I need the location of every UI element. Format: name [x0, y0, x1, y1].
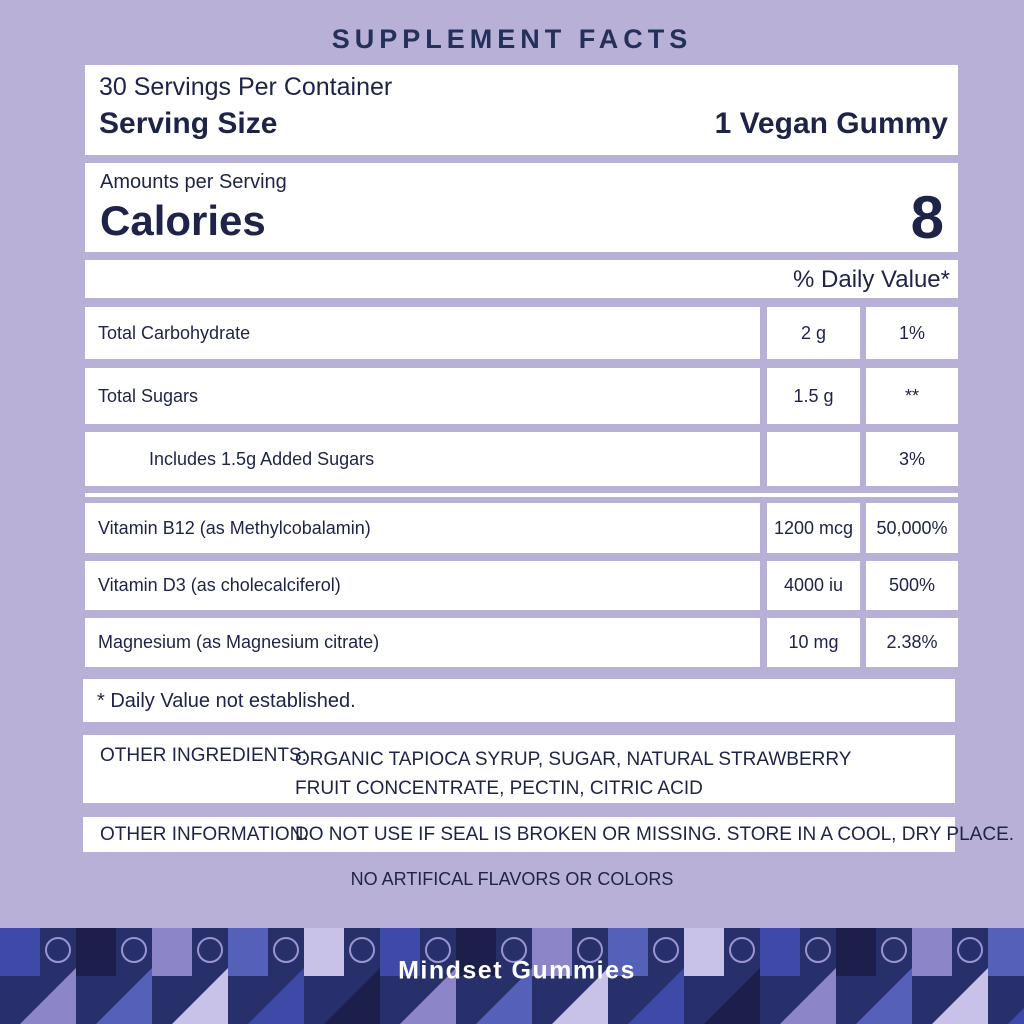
tile — [76, 928, 116, 976]
table-cell: Vitamin B12 (as Methylcobalamin) — [85, 503, 760, 553]
table-cell: Total Carbohydrate — [85, 307, 760, 359]
title: SUPPLEMENT FACTS — [331, 24, 693, 54]
table-cell: Includes 1.5g Added Sugars — [85, 432, 760, 486]
tile — [152, 928, 192, 976]
table-cell: 10 mg — [767, 618, 860, 667]
tile — [729, 937, 755, 963]
separator — [85, 493, 958, 497]
information-label: OTHER INFORMATION: — [100, 824, 309, 845]
tile — [425, 937, 451, 963]
tile — [780, 968, 836, 1024]
ingredients-box: OTHER INGREDIENTS: ORGANIC TAPIOCA SYRUP… — [83, 735, 955, 803]
information-text: DO NOT USE IF SEAL IS BROKEN OR MISSING.… — [295, 824, 1015, 845]
footnote-box: * Daily Value not established. — [83, 679, 955, 722]
serving-box: 30 Servings Per Container Serving Size 1… — [85, 65, 958, 155]
tile — [957, 937, 983, 963]
ingredients-text: ORGANIC TAPIOCA SYRUP, SUGAR, NATURAL ST… — [295, 749, 852, 799]
tile — [197, 937, 223, 963]
tile — [400, 968, 456, 1024]
brand: Mindset Gummies — [398, 957, 636, 985]
tile — [248, 968, 304, 1024]
tile — [324, 968, 380, 1024]
tile — [704, 968, 760, 1024]
table-cell: 4000 iu — [767, 561, 860, 610]
tile — [304, 928, 344, 976]
tile — [912, 928, 952, 976]
tile — [552, 968, 608, 1024]
tile — [501, 937, 527, 963]
tile — [96, 968, 152, 1024]
table-cell: Vitamin D3 (as cholecalciferol) — [85, 561, 760, 610]
serving-size-value: 1 Vegan Gummy — [714, 107, 948, 140]
calories-box: Amounts per Serving Calories 8 — [85, 163, 958, 252]
tile — [121, 937, 147, 963]
tile — [836, 928, 876, 976]
dv-header-box: % Daily Value* — [85, 260, 958, 298]
tile — [349, 937, 375, 963]
table-cell: 2.38% — [866, 618, 958, 667]
ingredients-label: OTHER INGREDIENTS: — [100, 745, 307, 766]
tile — [932, 968, 988, 1024]
table-cell — [767, 432, 860, 486]
calories-caption: Amounts per Serving — [100, 171, 287, 193]
table-cell: 500% — [866, 561, 958, 610]
tile — [228, 928, 268, 976]
tile — [760, 928, 800, 976]
calories-value: 8 — [910, 184, 944, 251]
table-cell: 1200 mcg — [767, 503, 860, 553]
serving-size-label: Serving Size — [99, 107, 278, 140]
tile — [0, 928, 40, 976]
tile — [608, 928, 648, 976]
note: NO ARTIFICAL FLAVORS OR COLORS — [350, 869, 674, 889]
tile — [273, 937, 299, 963]
table-cell: Total Sugars — [85, 368, 760, 424]
tile — [988, 928, 1024, 976]
information-box: OTHER INFORMATION: DO NOT USE IF SEAL IS… — [83, 817, 1014, 852]
table-cell: 1.5 g — [767, 368, 860, 424]
calories-label: Calories — [100, 197, 266, 244]
tile — [881, 937, 907, 963]
tile — [172, 968, 228, 1024]
tile — [856, 968, 912, 1024]
table-cell: Magnesium (as Magnesium citrate) — [85, 618, 760, 667]
table-cell: 2 g — [767, 307, 860, 359]
tile — [805, 937, 831, 963]
tile — [1008, 1008, 1024, 1024]
table-cell: 1% — [866, 307, 958, 359]
dv-header: % Daily Value* — [793, 266, 950, 293]
tile — [532, 928, 572, 976]
tile — [653, 937, 679, 963]
pattern-band: Mindset Gummies — [0, 928, 1024, 1024]
tile — [45, 937, 71, 963]
tile — [577, 937, 603, 963]
table-cell: ** — [866, 368, 958, 424]
servings: 30 Servings Per Container — [99, 73, 393, 101]
table-cell: 3% — [866, 432, 958, 486]
tile — [380, 928, 420, 976]
tile — [20, 968, 76, 1024]
tile — [628, 968, 684, 1024]
tile — [476, 968, 532, 1024]
tile — [456, 928, 496, 976]
footnote: * Daily Value not established. — [97, 690, 356, 712]
tile — [684, 928, 724, 976]
table-cell: 50,000% — [866, 503, 958, 553]
